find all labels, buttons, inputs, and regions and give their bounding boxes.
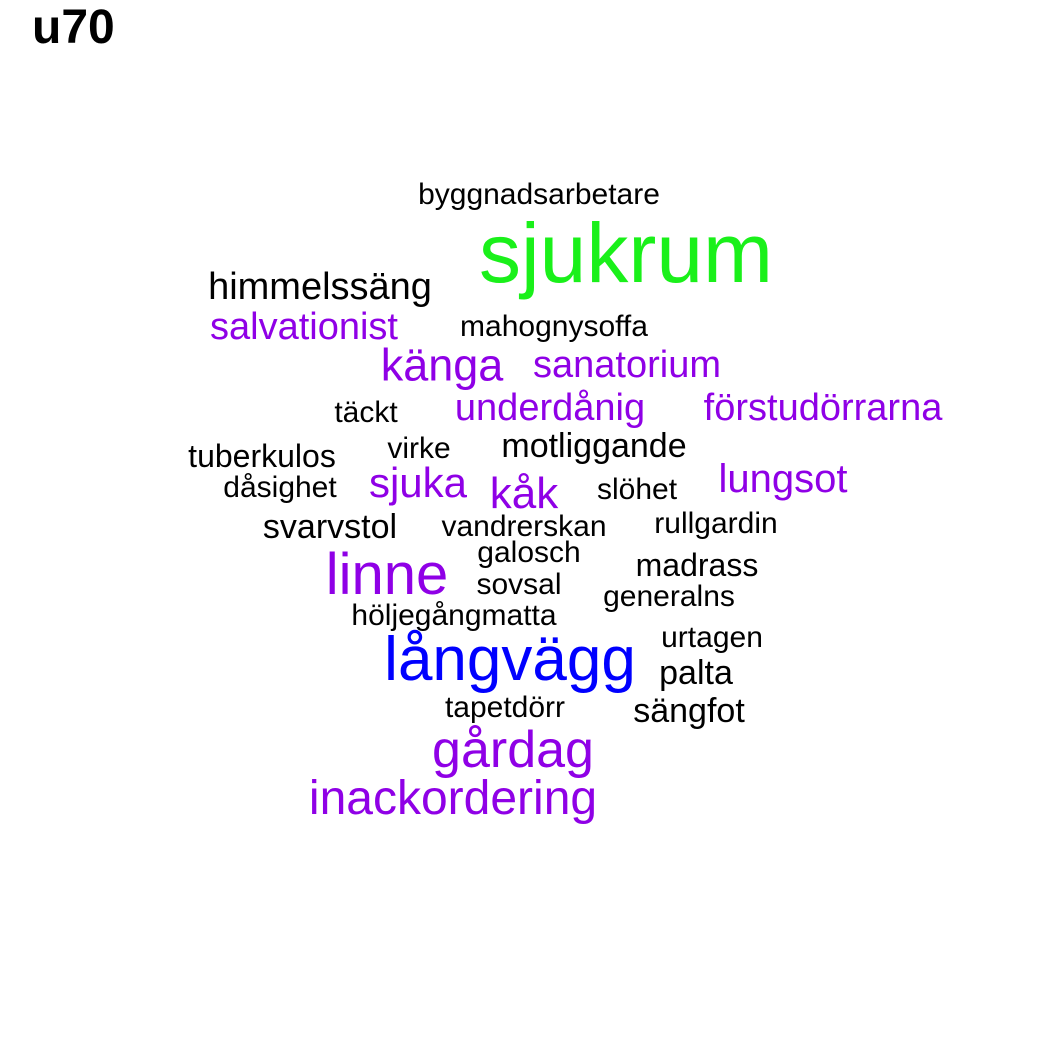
cloud-word: långvägg (384, 625, 636, 694)
cloud-word: kåk (489, 469, 559, 518)
cloud-word: generalns (603, 580, 735, 613)
cloud-word: himmelssäng (208, 266, 432, 308)
cloud-word: motliggande (501, 427, 687, 465)
cloud-word: galosch (477, 536, 581, 569)
cloud-word: madrass (635, 547, 759, 583)
cloud-word: virke (387, 432, 451, 465)
cloud-word: underdånig (454, 387, 646, 429)
cloud-word: tuberkulos (188, 438, 336, 474)
cloud-word: mahognysoffa (460, 310, 648, 343)
cloud-word: förstudörrarna (703, 387, 943, 429)
cloud-word: sanatorium (533, 344, 721, 386)
cloud-word: rullgardin (654, 507, 778, 540)
cloud-word: byggnadsarbetare (418, 178, 660, 211)
cloud-word: inackordering (308, 772, 598, 825)
cloud-word: vandrerskan (441, 510, 607, 543)
cloud-word: sjukrum (478, 206, 774, 300)
cloud-word: svarvstol (262, 508, 398, 546)
cloud-word: gårdag (432, 721, 594, 779)
cloud-word: palta (659, 654, 733, 692)
cloud-word: linne (325, 542, 449, 607)
cloud-word: känga (380, 339, 504, 391)
cloud-word: höljegångmatta (351, 599, 557, 632)
cloud-word: tapetdörr (444, 691, 566, 724)
cloud-word: salvationist (210, 306, 398, 348)
cloud-word: sängfot (633, 692, 745, 730)
cloud-word: sovsal (476, 568, 562, 601)
cloud-word: slöhet (596, 473, 678, 506)
cloud-word: dåsighet (223, 471, 337, 504)
cloud-word: urtagen (661, 621, 763, 654)
cloud-word: täckt (334, 396, 398, 429)
plot-title: u70 (32, 1, 115, 54)
cloud-word: sjuka (368, 459, 468, 506)
cloud-word: lungsot (718, 457, 848, 501)
